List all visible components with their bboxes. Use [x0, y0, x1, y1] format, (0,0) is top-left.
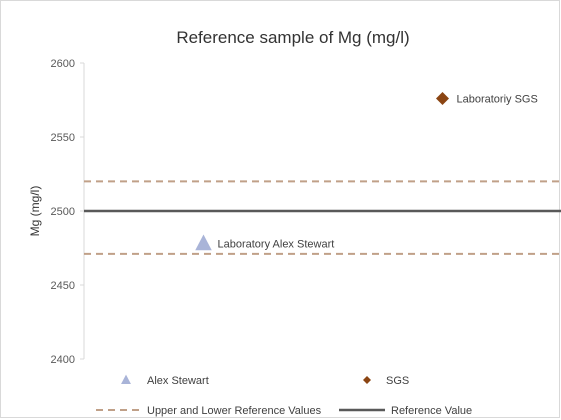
y-tick-label: 2550: [51, 132, 75, 144]
data-label: Laboratory Alex Stewart: [218, 239, 335, 251]
data-point-sgs: [436, 92, 449, 106]
chart-title: Reference sample of Mg (mg/l): [176, 28, 409, 47]
legend-marker-alex-stewart: [121, 374, 131, 385]
legend-label-sgs: SGS: [386, 375, 409, 387]
y-tick-label: 2400: [51, 354, 75, 366]
data-label: Laboratoriy SGS: [457, 94, 538, 106]
y-tick-label: 2600: [51, 58, 75, 70]
legend-label-alex-stewart: Alex Stewart: [147, 375, 209, 387]
y-tick-label: 2450: [51, 280, 75, 292]
legend-marker-sgs: [363, 376, 371, 384]
y-tick-label: 2500: [51, 206, 75, 218]
data-point-alex-stewart: [195, 234, 212, 251]
y-axis-label: Mg (mg/l): [28, 186, 42, 237]
legend-label-reference-bounds: Upper and Lower Reference Values: [147, 405, 322, 417]
legend-label-reference-value: Reference Value: [391, 405, 472, 417]
